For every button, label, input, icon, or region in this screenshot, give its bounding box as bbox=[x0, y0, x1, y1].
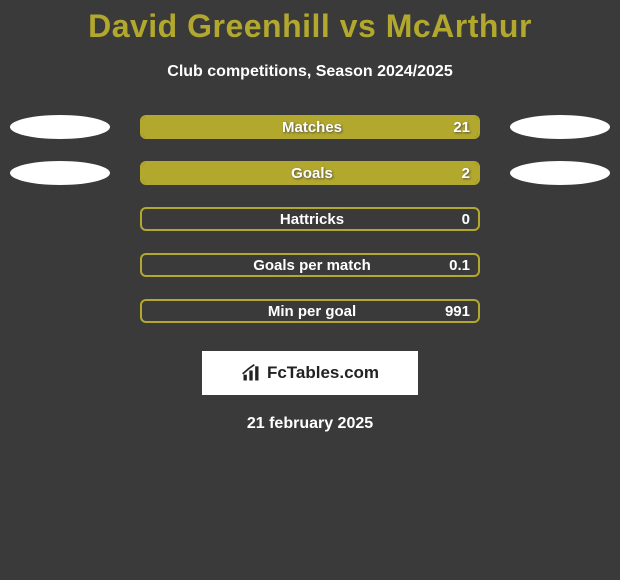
bar-chart-icon bbox=[241, 363, 261, 383]
player1-marker bbox=[10, 161, 110, 185]
stat-row: Hattricks 0 bbox=[0, 207, 620, 231]
page-title: David Greenhill vs McArthur bbox=[0, 0, 620, 45]
stat-label: Hattricks bbox=[142, 209, 480, 231]
player2-marker bbox=[510, 115, 610, 139]
stat-row: Goals per match 0.1 bbox=[0, 253, 620, 277]
stat-row: Min per goal 991 bbox=[0, 299, 620, 323]
stat-bar: Goals per match 0.1 bbox=[140, 253, 480, 277]
source-logo-text: FcTables.com bbox=[267, 363, 379, 383]
stat-label: Goals per match bbox=[142, 255, 480, 277]
stat-bar: Min per goal 991 bbox=[140, 299, 480, 323]
stat-value: 0 bbox=[462, 209, 470, 231]
stat-label: Min per goal bbox=[142, 301, 480, 323]
stats-rows: Matches 21 Goals 2 Hattricks 0 bbox=[0, 115, 620, 323]
stat-value: 0.1 bbox=[449, 255, 470, 277]
stat-bar: Hattricks 0 bbox=[140, 207, 480, 231]
date-label: 21 february 2025 bbox=[0, 415, 620, 433]
stat-row: Goals 2 bbox=[0, 161, 620, 185]
stat-value: 991 bbox=[445, 301, 470, 323]
subtitle: Club competitions, Season 2024/2025 bbox=[0, 63, 620, 81]
stat-bar-fill bbox=[142, 163, 478, 183]
stat-bar-fill bbox=[142, 117, 478, 137]
stat-bar: Matches 21 bbox=[140, 115, 480, 139]
player1-marker bbox=[10, 115, 110, 139]
player2-marker bbox=[510, 161, 610, 185]
stat-row: Matches 21 bbox=[0, 115, 620, 139]
comparison-card: David Greenhill vs McArthur Club competi… bbox=[0, 0, 620, 580]
stat-bar: Goals 2 bbox=[140, 161, 480, 185]
source-logo[interactable]: FcTables.com bbox=[202, 351, 418, 395]
